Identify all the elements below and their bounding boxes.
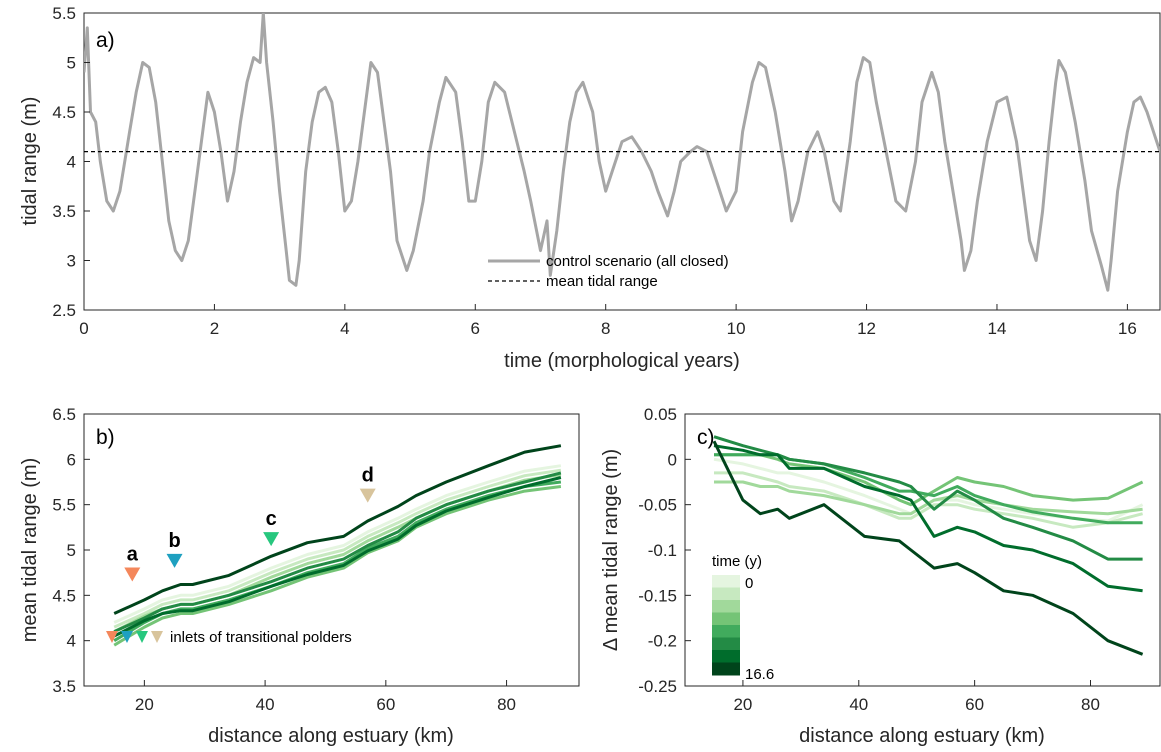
b-xtick-label: 60 <box>376 695 395 714</box>
c-ytick-label: 0.05 <box>644 405 677 424</box>
inlets-legend-marker <box>151 631 163 643</box>
a-ytick-label: 3 <box>67 252 76 271</box>
c-ytick-label: -0.05 <box>638 496 677 515</box>
colorbar-swatch <box>712 600 740 613</box>
b-xtick-label: 80 <box>497 695 516 714</box>
colorbar-title: time (y) <box>712 553 762 570</box>
panel-b-ylabel: mean tidal range (m) <box>19 458 41 643</box>
colorbar-swatch <box>712 650 740 663</box>
c-series-line-6 <box>713 444 1143 593</box>
panel-a-xlabel: time (morphological years) <box>504 350 740 372</box>
b-series-line-6 <box>113 476 562 638</box>
panel-b: 20 40 60 80 3.5 4 4.5 5 5.5 6 6.5 a b c d b) distance… <box>19 405 580 747</box>
b-ytick-label: 4.5 <box>52 586 76 605</box>
a-series-line-0 <box>84 13 1160 292</box>
inlet-marker-d <box>359 488 376 503</box>
a-xtick-label: 16 <box>1118 319 1137 338</box>
c-xtick-label: 80 <box>1081 695 1100 714</box>
b-xtick-label: 20 <box>135 695 154 714</box>
inlet-label-b: b <box>168 530 180 552</box>
b-ytick-label: 6 <box>67 450 76 469</box>
b-xtick-label: 40 <box>256 695 275 714</box>
b-series-line-3 <box>113 485 562 647</box>
a-xtick-label: 2 <box>210 319 219 338</box>
a-ytick-label: 4 <box>67 153 76 172</box>
legend-text-mean: mean tidal range <box>546 273 658 290</box>
b-series-line-0 <box>113 464 562 624</box>
c-ytick-label: 0 <box>668 450 677 469</box>
panel-b-legend: inlets of transitional polders <box>106 629 352 646</box>
panel-b-label: b) <box>96 426 115 449</box>
inlet-label-d: d <box>362 465 374 487</box>
a-xtick-label: 14 <box>988 319 1007 338</box>
c-xtick-label: 20 <box>733 695 752 714</box>
a-ytick-label: 2.5 <box>52 301 76 320</box>
c-ytick-label: -0.15 <box>638 586 677 605</box>
colorbar-swatch <box>712 587 740 601</box>
a-xtick-label: 6 <box>471 319 480 338</box>
inlet-label-a: a <box>127 543 139 565</box>
a-xtick-label: 12 <box>857 319 876 338</box>
a-xtick-label: 10 <box>727 319 746 338</box>
colorbar-swatch <box>712 612 740 626</box>
a-ytick-label: 5 <box>67 54 76 73</box>
b-ytick-label: 4 <box>67 632 76 651</box>
panel-c-xlabel: distance along estuary (km) <box>799 725 1045 747</box>
b-series-line-7 <box>113 444 562 615</box>
panel-a: 0 2 4 6 8 10 12 14 16 2.5 3 3.5 4 4.5 5 5.5 a) time (mo… <box>19 4 1161 372</box>
b-series-line-1 <box>113 468 562 629</box>
colorbar-swatch <box>712 637 740 651</box>
c-xtick-label: 60 <box>965 695 984 714</box>
panel-c-ylabel: Δ mean tidal range (m) <box>600 449 622 651</box>
c-series-line-7 <box>712 440 1144 656</box>
a-xtick-label: 0 <box>79 319 88 338</box>
panel-a-legend: control scenario (all closed) mean tidal… <box>488 253 729 290</box>
a-xtick-label: 4 <box>340 319 349 338</box>
a-xtick-label: 8 <box>601 319 610 338</box>
a-ytick-label: 3.5 <box>52 202 76 221</box>
panel-b-xlabel: distance along estuary (km) <box>208 725 454 747</box>
colorbar-label-bottom: 16.6 <box>745 666 774 683</box>
c-ytick-label: -0.25 <box>638 677 677 696</box>
inlets-legend-marker <box>136 631 148 643</box>
c-series-line-2 <box>714 480 1143 516</box>
panel-c-label: c) <box>697 426 715 449</box>
b-ytick-label: 5.5 <box>52 496 76 515</box>
c-xtick-label: 40 <box>849 695 868 714</box>
inlet-marker-c <box>263 532 280 547</box>
b-ytick-label: 3.5 <box>52 677 76 696</box>
panel-a-ylabel: tidal range (m) <box>19 97 41 226</box>
colorbar-swatch <box>712 625 740 638</box>
panel-a-label: a) <box>96 29 115 52</box>
b-ytick-label: 5 <box>67 541 76 560</box>
inlets-legend-marker <box>106 631 118 643</box>
c-series-line-3 <box>714 453 1144 507</box>
inlet-label-c: c <box>266 508 277 530</box>
inlets-legend-text: inlets of transitional polders <box>170 629 352 646</box>
colorbar-label-top: 0 <box>745 575 753 592</box>
c-series-line-1 <box>714 471 1143 529</box>
legend-text-control: control scenario (all closed) <box>546 253 729 270</box>
c-ytick-label: -0.1 <box>648 541 677 560</box>
inlet-marker-a <box>124 567 141 582</box>
b-ytick-label: 6.5 <box>52 405 76 424</box>
a-ytick-label: 5.5 <box>52 4 76 23</box>
colorbar-swatch <box>712 662 740 676</box>
colorbar-swatch <box>712 575 740 588</box>
c-ytick-label: -0.2 <box>648 632 677 651</box>
inlet-marker-b <box>166 553 183 568</box>
inlets-legend-marker <box>121 631 133 643</box>
b-series-line-5 <box>113 471 562 633</box>
a-ytick-label: 4.5 <box>52 103 76 122</box>
colorbar: time (y) 0 16.6 <box>712 553 774 683</box>
